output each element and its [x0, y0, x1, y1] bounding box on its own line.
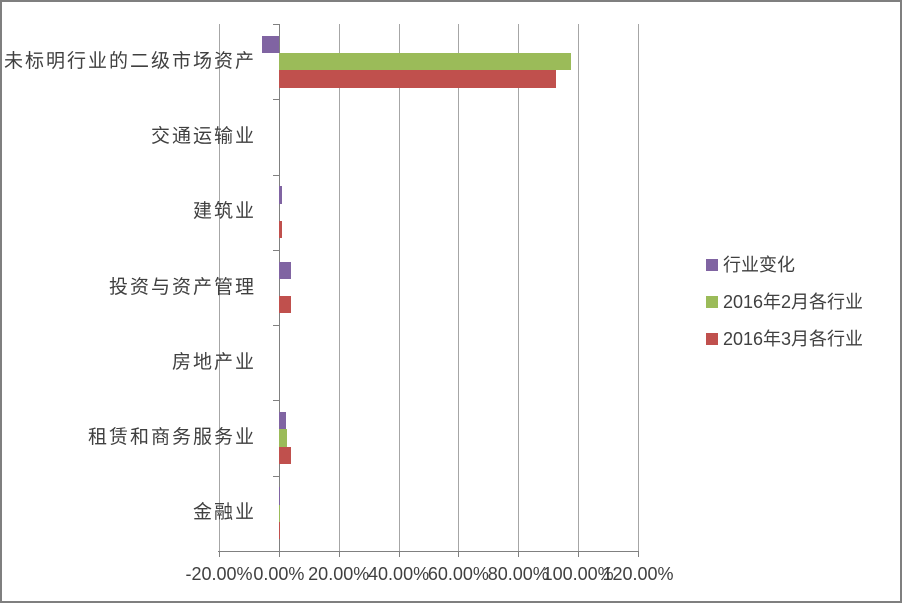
category-label: 租赁和商务服务业	[87, 427, 256, 449]
x-axis-tick	[398, 552, 400, 557]
bar	[278, 296, 291, 314]
legend-item: 2016年3月各行业	[706, 328, 863, 350]
bar	[261, 35, 279, 53]
bar	[278, 446, 292, 465]
category-label: 交通运输业	[150, 125, 256, 147]
y-axis-tick	[272, 551, 279, 552]
category-label: 投资与资产管理	[108, 276, 256, 298]
category-label: 金融业	[192, 502, 256, 524]
category-label: 未标明行业的二级市场资产	[3, 50, 256, 72]
legend-label: 2016年2月各行业	[723, 292, 864, 312]
x-tick-label: 0.00%	[253, 564, 305, 584]
x-axis-tick	[638, 552, 639, 557]
x-axis-tick	[338, 552, 340, 557]
bar	[278, 70, 557, 88]
y-axis-tick	[272, 325, 279, 327]
legend-swatch-icon	[706, 296, 718, 308]
bar	[278, 504, 281, 523]
x-tick-label: 60.00%	[427, 564, 489, 584]
bar	[278, 261, 291, 279]
category-label: 房地产业	[171, 351, 256, 373]
x-axis-tick	[219, 552, 220, 557]
x-axis-tick	[518, 552, 520, 557]
bar	[278, 220, 283, 239]
bar	[278, 487, 281, 505]
gridline	[398, 24, 400, 551]
y-axis-tick	[272, 400, 279, 402]
y-axis-tick	[272, 475, 279, 477]
y-axis-tick	[272, 24, 279, 25]
gridline	[458, 24, 460, 551]
bar	[278, 52, 572, 71]
x-axis-tick	[458, 552, 460, 557]
bar	[278, 186, 283, 204]
x-axis-line	[218, 551, 639, 552]
legend-item: 2016年2月各行业	[706, 291, 863, 313]
category-label: 建筑业	[192, 201, 256, 223]
gridline	[578, 24, 580, 551]
bar	[278, 429, 288, 447]
legend-item: 行业变化	[706, 254, 863, 276]
x-tick-label: 20.00%	[308, 564, 370, 584]
gridline	[518, 24, 520, 551]
legend-swatch-icon	[706, 259, 718, 271]
legend-swatch-icon	[706, 333, 718, 345]
x-tick-label: -20.00%	[185, 564, 253, 584]
y-axis-tick	[272, 99, 279, 101]
bar	[278, 412, 287, 430]
x-axis-tick	[578, 552, 580, 557]
x-tick-label: 80.00%	[487, 564, 549, 584]
x-tick-label: 120.00%	[602, 564, 674, 584]
bar	[278, 522, 281, 540]
legend: 行业变化 2016年2月各行业 2016年3月各行业	[706, 254, 863, 365]
gridline	[219, 24, 220, 551]
x-axis-tick	[278, 552, 280, 557]
x-tick-label: 40.00%	[368, 564, 430, 584]
gridline	[338, 24, 340, 551]
y-axis-tick	[272, 249, 279, 251]
x-tick-label: 100.00%	[542, 564, 614, 584]
y-axis-tick	[272, 174, 279, 176]
legend-label: 行业变化	[723, 255, 795, 275]
gridline	[638, 24, 639, 551]
legend-label: 2016年3月各行业	[723, 329, 864, 349]
category-axis-line	[278, 24, 280, 551]
